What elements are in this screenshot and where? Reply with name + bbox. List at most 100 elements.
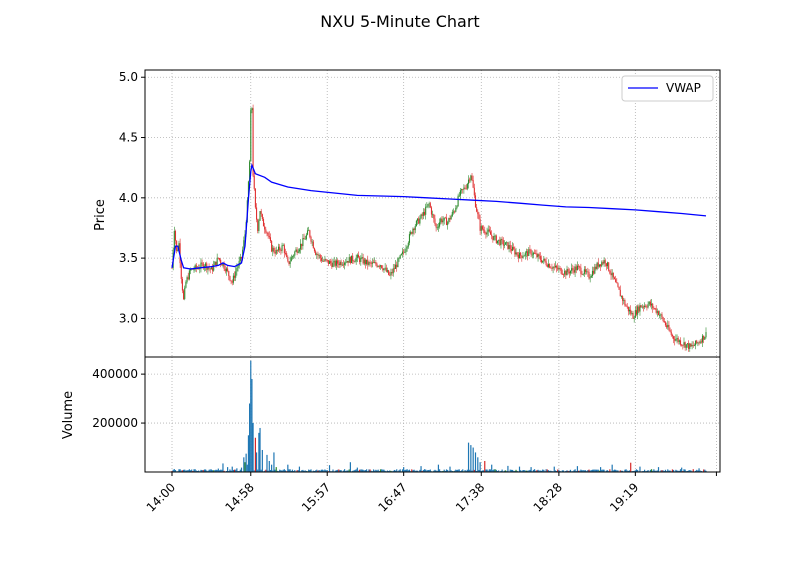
volume-bar — [601, 469, 603, 472]
volume-bar — [319, 470, 321, 472]
candle-body — [240, 256, 243, 259]
volume-bar — [364, 470, 367, 472]
candle-body — [492, 236, 494, 240]
candle-body — [415, 220, 417, 226]
volume-bar — [275, 467, 277, 472]
volume-bar — [290, 470, 292, 472]
volume-bar — [261, 449, 263, 472]
candle-body — [253, 175, 255, 189]
candle-body — [363, 259, 365, 264]
legend-vwap-label: VWAP — [666, 81, 701, 95]
candle-body — [185, 281, 187, 288]
candle-body — [566, 268, 568, 276]
candle-body — [305, 234, 307, 239]
candle-body — [312, 241, 314, 249]
volume-bar — [562, 470, 565, 472]
candle-body — [315, 251, 317, 255]
volume-bar — [259, 427, 261, 472]
candle-body — [698, 342, 700, 344]
candle-body — [547, 263, 550, 267]
volume-bar — [704, 469, 706, 472]
volume-bar — [313, 470, 316, 472]
candle-body — [184, 287, 186, 300]
volume-bar — [283, 469, 285, 472]
candle-body — [575, 266, 577, 271]
candle-body — [486, 231, 488, 235]
volume-bar — [238, 470, 240, 472]
volume-bar — [220, 469, 222, 472]
candle-body — [568, 271, 570, 274]
volume-bar — [605, 470, 607, 472]
candle-body — [284, 253, 287, 254]
volume-bar — [510, 469, 512, 472]
volume-bar — [465, 470, 467, 472]
candle-body — [308, 230, 310, 232]
candle-body — [479, 219, 481, 231]
volume-bar — [539, 470, 541, 472]
candle-body — [437, 226, 439, 228]
candle-body — [441, 218, 443, 223]
volume-bar — [660, 470, 662, 472]
candle-body — [309, 230, 311, 237]
candle-body — [291, 256, 294, 258]
candle-body — [517, 254, 519, 259]
volume-bar — [457, 469, 459, 472]
volume-bar — [444, 470, 446, 472]
candle-body — [499, 239, 501, 246]
candle-body — [481, 226, 483, 230]
candle-body — [634, 310, 636, 318]
candle-body — [674, 338, 676, 341]
candle-body — [296, 249, 298, 253]
candle-body — [564, 270, 566, 275]
volume-bar — [376, 470, 378, 472]
candle-body — [509, 245, 511, 250]
volume-bar — [229, 469, 231, 472]
candle-body — [678, 340, 680, 342]
candle-body — [681, 344, 683, 346]
volume-bar — [287, 464, 289, 472]
volume-bar — [450, 470, 452, 472]
candle-body — [466, 183, 468, 189]
candle-body — [405, 248, 407, 253]
candle-body — [210, 267, 212, 270]
volume-bar — [637, 470, 639, 472]
candle-body — [283, 245, 285, 254]
candle-body — [657, 311, 660, 315]
volume-bar — [615, 469, 617, 472]
candle-body — [341, 264, 343, 266]
candle-body — [388, 270, 390, 275]
volume-bar — [507, 465, 509, 472]
volume-bar — [602, 469, 604, 472]
volume-y-tick-label: 400000 — [92, 367, 138, 381]
candle-body — [330, 261, 332, 264]
volume-bar — [589, 470, 591, 472]
candle-body — [703, 335, 705, 340]
volume-bar — [243, 457, 245, 472]
candle-body — [327, 260, 329, 264]
candle-body — [589, 277, 591, 279]
volume-bar — [565, 470, 567, 472]
candle-body — [297, 251, 299, 253]
volume-bar — [587, 470, 589, 472]
volume-bar — [231, 466, 233, 472]
volume-bar — [467, 442, 470, 472]
volume-bar — [396, 469, 398, 472]
candle-body — [259, 211, 261, 221]
volume-bar — [538, 470, 540, 472]
volume-y-axis-label: Volume — [61, 391, 76, 439]
volume-bar — [393, 469, 396, 472]
volume-bar — [654, 470, 656, 472]
x-tick-label: 14:00 — [144, 480, 178, 514]
volume-bar — [496, 470, 499, 472]
candle-body — [654, 308, 656, 310]
volume-bar — [382, 469, 384, 472]
candle-body — [553, 266, 555, 268]
volume-bar — [273, 452, 275, 472]
candle-body — [360, 258, 362, 263]
candle-body — [531, 254, 533, 256]
volume-bar — [413, 469, 415, 472]
candle-body — [450, 216, 452, 220]
volume-bar — [179, 469, 181, 472]
candle-body — [480, 226, 482, 231]
candle-body — [539, 256, 541, 260]
